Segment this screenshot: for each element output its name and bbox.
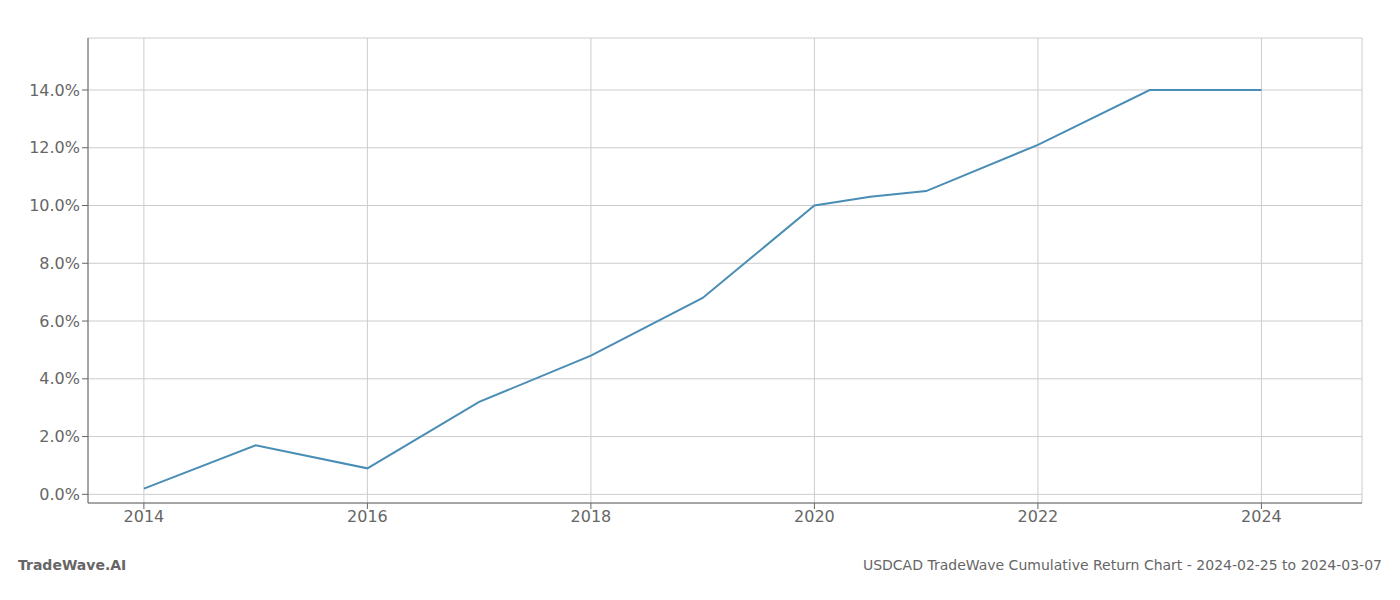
html-text:USDCAD TradeWave Cumulative Re: USDCAD TradeWave Cumulative Return Chart… [862,557,1382,573]
svg-text:2020: 2020 [794,507,835,526]
svg-text:0.0%: 0.0% [39,485,80,504]
svg-text:14.0%: 14.0% [29,81,80,100]
svg-text:2014: 2014 [124,507,165,526]
svg-text:2018: 2018 [571,507,612,526]
svg-text:4.0%: 4.0% [39,369,80,388]
svg-text:10.0%: 10.0% [29,196,80,215]
svg-text:6.0%: 6.0% [39,312,80,331]
svg-text:2016: 2016 [347,507,388,526]
svg-text:12.0%: 12.0% [29,138,80,157]
svg-text:2024: 2024 [1241,507,1282,526]
svg-text:2.0%: 2.0% [39,427,80,446]
html-text:TradeWave.AI: TradeWave.AI [18,557,127,573]
svg-text:2022: 2022 [1018,507,1059,526]
svg-text:8.0%: 8.0% [39,254,80,273]
